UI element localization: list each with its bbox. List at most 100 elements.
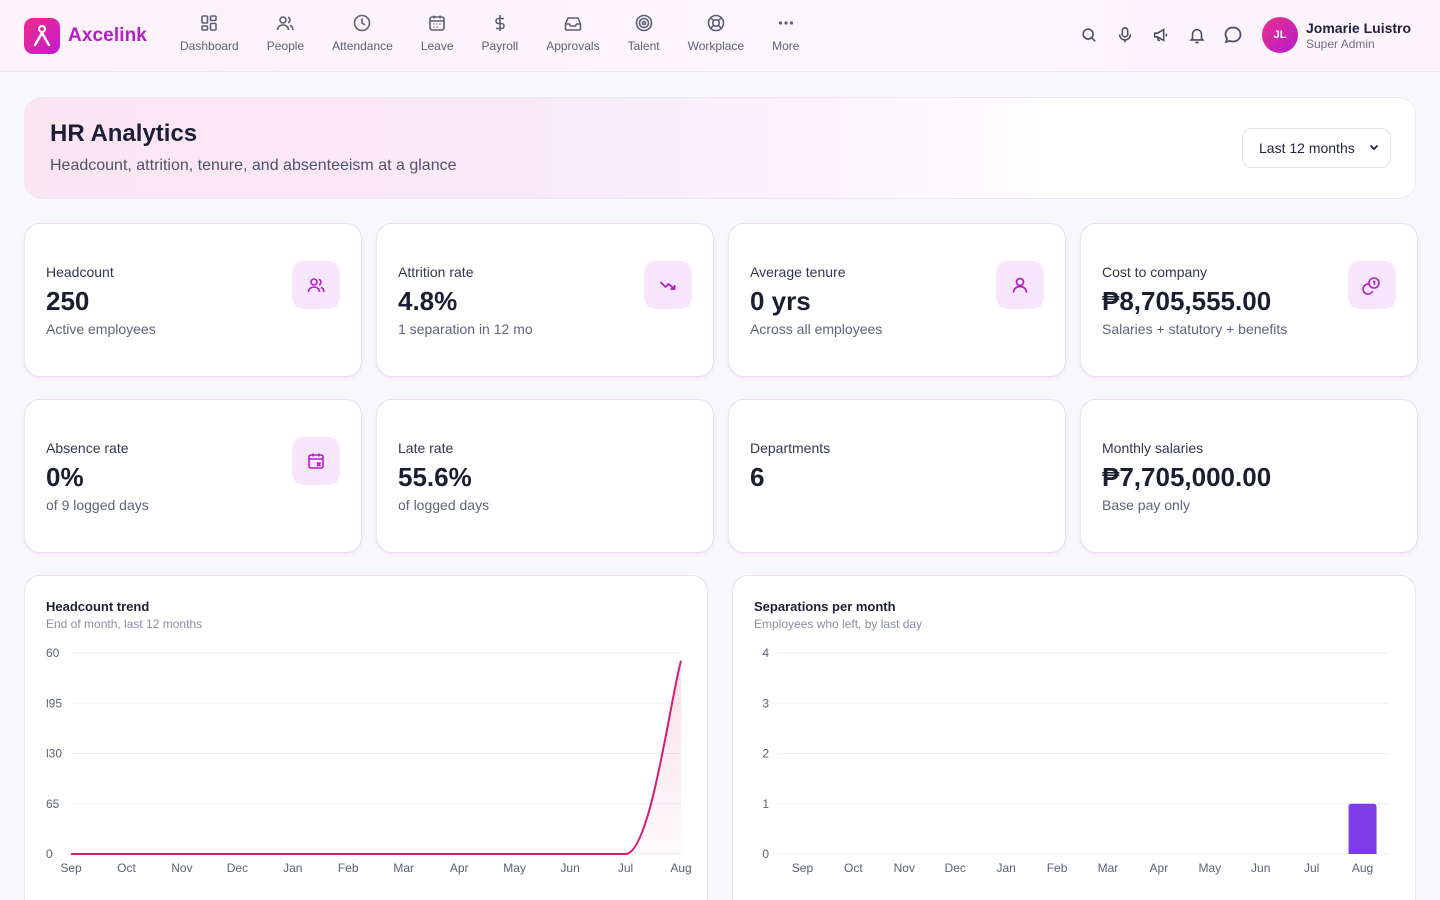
nav-item-approvals[interactable]: Approvals	[532, 12, 613, 53]
x-tick-label: Feb	[1047, 861, 1068, 875]
y-tick-label: 60	[46, 646, 60, 660]
kpi-label: Attrition rate	[398, 264, 474, 280]
dashboard-icon	[198, 12, 220, 34]
x-tick-label: Dec	[945, 861, 966, 875]
user-role: Super Admin	[1306, 36, 1375, 51]
headcount-area	[71, 660, 681, 854]
kpi-label: Headcount	[46, 264, 114, 280]
brand-logo-icon	[24, 18, 60, 54]
y-tick-label: 2	[762, 747, 769, 761]
nav-label: Attendance	[332, 39, 393, 53]
kpi-subtext: of logged days	[398, 497, 490, 513]
kpi-value: 55.6%	[398, 462, 472, 492]
nav-item-more[interactable]: More	[758, 12, 813, 53]
clock-icon	[351, 12, 373, 34]
kpi-label: Departments	[750, 440, 831, 456]
y-tick-label: 0	[762, 847, 769, 861]
brand[interactable]: Axcelink	[24, 18, 147, 54]
search-icon[interactable]	[1078, 24, 1100, 46]
kpi-card-monthly-salaries: Monthly salaries ₱7,705,000.00 Base pay …	[1080, 399, 1418, 553]
inbox-icon	[562, 12, 584, 34]
kpi-label: Monthly salaries	[1102, 440, 1204, 456]
top-navigation-bar: Axcelink Dashboard People Attendance Lea…	[0, 0, 1440, 72]
avatar: JL	[1262, 17, 1298, 53]
nav-item-dashboard[interactable]: Dashboard	[166, 12, 253, 53]
separation-bar	[1348, 803, 1377, 854]
chart-subtitle: End of month, last 12 months	[46, 617, 203, 631]
user-info: Jomarie Luistro Super Admin	[1306, 20, 1411, 51]
x-tick-label: Sep	[60, 861, 82, 875]
x-tick-label: Oct	[117, 861, 136, 875]
headcount-trend-card: Headcount trend End of month, last 12 mo…	[24, 575, 708, 900]
nav-item-leave[interactable]: Leave	[407, 12, 468, 53]
kpi-value: 0%	[46, 462, 84, 492]
kpi-value: 6	[750, 462, 765, 492]
x-tick-label: Jul	[618, 861, 633, 875]
kpi-card-headcount: Headcount 250 Active employees	[24, 223, 362, 377]
kpi-card-absence: Absence rate 0% of 9 logged days	[24, 399, 362, 553]
user-icon	[996, 261, 1044, 309]
brand-name: Axcelink	[68, 25, 147, 46]
nav-item-people[interactable]: People	[253, 12, 318, 53]
x-tick-label: Dec	[227, 861, 248, 875]
kpi-label: Cost to company	[1102, 264, 1208, 280]
page-subtitle: Headcount, attrition, tenure, and absent…	[50, 157, 457, 174]
header-actions	[1078, 24, 1244, 46]
megaphone-icon[interactable]	[1150, 24, 1172, 46]
nav-item-attendance[interactable]: Attendance	[318, 12, 407, 53]
x-tick-label: Sep	[792, 861, 814, 875]
y-tick-label: l30	[46, 747, 62, 761]
people-icon	[274, 12, 296, 34]
kpi-value: ₱7,705,000.00	[1102, 462, 1272, 492]
nav-label: Payroll	[481, 39, 519, 53]
x-tick-label: Mar	[1098, 861, 1119, 875]
kpi-subtext: of 9 logged days	[46, 497, 149, 513]
x-tick-label: Jun	[560, 861, 579, 875]
kpi-subtext: Salaries + statutory + benefits	[1102, 321, 1288, 337]
kpi-card-attrition: Attrition rate 4.8% 1 separation in 12 m…	[376, 223, 714, 377]
x-tick-label: Feb	[338, 861, 359, 875]
microphone-icon[interactable]	[1114, 24, 1136, 46]
chat-icon[interactable]	[1222, 24, 1244, 46]
page-title: HR Analytics	[50, 120, 198, 147]
headcount-line	[71, 660, 682, 855]
x-tick-label: Oct	[844, 861, 863, 875]
y-tick-label: 65	[46, 797, 60, 811]
kpi-value: 0 yrs	[750, 286, 811, 316]
target-icon	[633, 12, 655, 34]
page-header: HR Analytics Headcount, attrition, tenur…	[24, 97, 1416, 199]
nav-item-workplace[interactable]: Workplace	[674, 12, 758, 53]
date-range-select[interactable]: Last 12 months	[1242, 128, 1391, 168]
kpi-card-late-rate: Late rate 55.6% of logged days	[376, 399, 714, 553]
kpi-label: Average tenure	[750, 264, 846, 280]
nav-label: Leave	[420, 39, 454, 53]
user-name: Jomarie Luistro	[1306, 19, 1412, 36]
nav-item-talent[interactable]: Talent	[614, 12, 674, 53]
kpi-value: 250	[46, 286, 90, 316]
x-tick-label: Nov	[894, 861, 915, 875]
kpi-value: ₱8,705,555.00	[1102, 286, 1272, 316]
kpi-subtext: Across all employees	[750, 321, 883, 337]
x-tick-label: Jan	[996, 861, 1015, 875]
kpi-subtext: Base pay only	[1102, 497, 1190, 513]
nav-label: Dashboard	[180, 39, 239, 53]
coins-icon	[1348, 261, 1396, 309]
separations-card: Separations per month Employees who left…	[732, 575, 1416, 900]
nav-label: People	[266, 39, 305, 53]
x-tick-label: Mar	[393, 861, 414, 875]
chevron-down-icon	[1368, 140, 1380, 156]
x-tick-label: Apr	[450, 861, 469, 875]
y-tick-label: 4	[762, 646, 769, 660]
bell-icon[interactable]	[1186, 24, 1208, 46]
nav-label: Talent	[627, 39, 660, 53]
date-range-value: Last 12 months	[1259, 140, 1355, 156]
x-tick-label: Aug	[1352, 861, 1373, 875]
x-tick-label: Jan	[283, 861, 302, 875]
kpi-label: Absence rate	[46, 440, 129, 456]
headcount-trend-chart: 0 65 l30 l95 60 Sep Oct Nov Dec Jan Feb Mar Apr May Ju…	[46, 646, 692, 875]
x-tick-label: Apr	[1150, 861, 1169, 875]
nav-item-payroll[interactable]: Payroll	[468, 12, 533, 53]
kpi-card-tenure: Average tenure 0 yrs Across all employee…	[728, 223, 1066, 377]
chart-title: Separations per month	[754, 599, 896, 614]
user-menu[interactable]: JL Jomarie Luistro Super Admin	[1262, 17, 1411, 53]
